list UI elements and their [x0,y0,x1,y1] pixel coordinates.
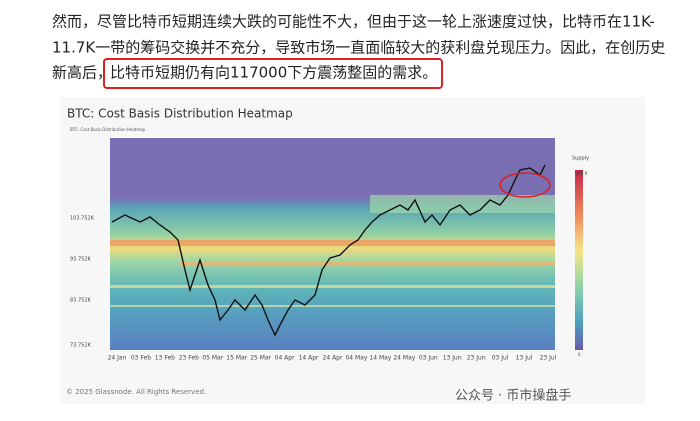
x-label: 03 Jun [419,355,438,362]
text-line: 新高后， [52,64,112,82]
x-label: 23 Feb [179,355,199,362]
figure-title: BTC: Cost Basis Distribution Heatmap [67,107,293,121]
heatmap-band [180,262,555,266]
heatmap-band [110,240,555,246]
text-line: 11.7K一带的筹码交换并不充分，导致市场一直面临较大的获利盘兑现压力。因此，在… [52,39,665,57]
colorbar [575,170,583,350]
copyright: © 2025 Glassnode. All Rights Reserved. [66,388,206,396]
x-label: 03 Jul [492,355,509,362]
x-label: 05 Mar [202,355,223,362]
price-line [111,164,546,337]
heatmap-band [110,305,555,307]
x-label: 14 May [369,355,391,362]
highlight-box [103,58,443,89]
x-label: 23 Jul [540,355,557,362]
x-label: 24 Apr [323,355,343,362]
y-label: 73.752K [70,343,91,349]
x-label: 24 May [393,355,415,362]
x-label: 15 Mar [226,355,247,362]
colorbar-label: 0 [578,352,581,357]
x-label: 13 Jul [516,355,533,362]
x-label: 23 Jun [467,355,486,362]
x-label: 04 May [345,355,367,362]
y-label: 103.752K [70,216,95,222]
y-label: 93.752K [70,257,91,263]
colorbar-title: Supply [572,156,589,162]
x-label: 03 Feb [131,355,151,362]
x-label: 25 Mar [250,355,271,362]
x-label: 04 Apr [275,355,295,362]
figure-legend: BTC: Cost Basis Distribution Heatmap [70,127,146,132]
x-label: 14 Apr [299,355,319,362]
watermark: 公众号 · 币市操盘手 [455,388,571,404]
highlight-text: 比特币短期仍有向117000下方震荡整固的需求。 [110,64,437,82]
x-label: 24 Jan [108,355,127,362]
heatmap-band [370,195,555,213]
y-label: 83.752K [70,298,91,304]
x-label: 13 Feb [155,355,175,362]
heatmap-band [110,285,555,288]
colorbar-label: 301 K [576,171,588,176]
x-label: 13 Jun [443,355,462,362]
highlight-ellipse [499,172,551,198]
paragraph: 然而，尽管比特币短期连续大跌的可能性不大，但由于这一轮上涨速度过快，比特币在11… [52,13,665,89]
text-line: 然而，尽管比特币短期连续大跌的可能性不大，但由于这一轮上涨速度过快，比特币在11… [52,13,655,31]
